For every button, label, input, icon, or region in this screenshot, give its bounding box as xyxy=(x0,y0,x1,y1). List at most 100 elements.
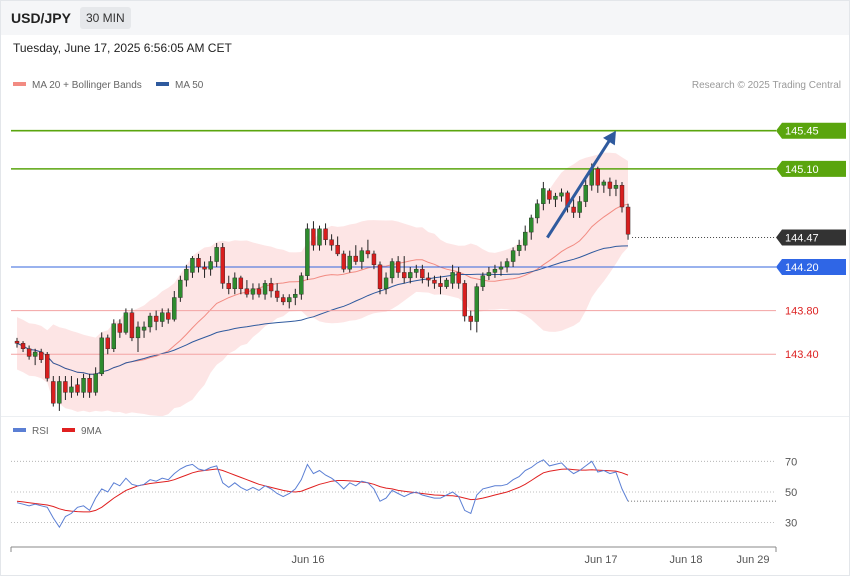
candle-body xyxy=(172,297,177,320)
candle-body xyxy=(365,250,371,255)
rsi-ref-label-50: 50 xyxy=(785,487,797,499)
candle-body xyxy=(274,290,280,298)
level-label-143-80: 143.80 xyxy=(785,306,819,318)
candle-body xyxy=(395,261,401,273)
level-box-145-45 xyxy=(776,122,846,139)
candle-body xyxy=(244,288,250,295)
candle-body xyxy=(510,250,516,262)
candle-body xyxy=(462,283,467,317)
moving-averages xyxy=(16,203,629,375)
candle-body xyxy=(26,348,32,357)
candle-body xyxy=(99,337,104,375)
level-label-145-10: 145.10 xyxy=(785,164,819,176)
candle-body xyxy=(504,261,510,268)
candle-body xyxy=(135,326,141,339)
candle-body xyxy=(553,195,558,200)
candle-body xyxy=(480,275,486,287)
candle-body xyxy=(383,277,389,289)
candle-body xyxy=(341,253,346,270)
legend-item-ma20: MA 20 + Bollinger Bands xyxy=(13,80,142,91)
candle-body xyxy=(202,266,207,270)
candle-body xyxy=(190,258,195,273)
candle-body xyxy=(625,206,631,235)
legend-label-ma50: MA 50 xyxy=(175,80,204,91)
candle-body xyxy=(389,261,395,279)
candle-body xyxy=(432,279,437,284)
legend-item-9ma: 9MA xyxy=(62,426,102,437)
projection-arrow-head xyxy=(603,130,616,146)
datetime-label: Tuesday, June 17, 2025 6:56:05 AM CET xyxy=(13,41,232,55)
level-box-144-20 xyxy=(776,258,846,275)
level-label-145-45: 145.45 xyxy=(785,126,819,138)
candle-body xyxy=(129,312,135,339)
candle-body xyxy=(468,315,473,322)
candle-body xyxy=(456,272,461,284)
timeframe-button[interactable]: 30 MIN xyxy=(80,7,131,29)
candle-body xyxy=(535,203,540,219)
candle-body xyxy=(238,277,244,289)
candle-body xyxy=(559,192,564,197)
candle-body xyxy=(414,268,419,273)
candle-body xyxy=(516,244,522,251)
candle-body xyxy=(498,266,504,270)
legend-swatch-rsi xyxy=(13,428,26,433)
candle-body xyxy=(93,373,98,393)
candle-body xyxy=(63,381,68,393)
candle-body xyxy=(256,288,262,295)
candle-body xyxy=(299,275,304,295)
candle-body xyxy=(486,272,492,276)
time-axis-label: Jun 17 xyxy=(584,554,617,566)
candle-body xyxy=(232,277,238,289)
candle-body xyxy=(208,261,213,270)
rsi-line xyxy=(16,459,629,529)
candle-body xyxy=(214,247,219,262)
candle-body xyxy=(166,312,171,320)
candle-body xyxy=(262,283,268,295)
time-axis: Jun 16 Jun 17 Jun 18 Jun 29 xyxy=(10,546,777,566)
legend-swatch-9ma xyxy=(62,428,75,433)
candle-body xyxy=(347,255,352,270)
candle-body xyxy=(14,340,20,344)
candle-body xyxy=(523,231,528,246)
candle-body xyxy=(123,312,129,333)
candle-body xyxy=(305,228,310,276)
candle-body xyxy=(159,312,165,322)
candle-body xyxy=(547,190,552,200)
candle-body xyxy=(220,247,225,284)
candle-body xyxy=(57,381,62,404)
candle-body xyxy=(444,279,449,287)
bollinger-band xyxy=(17,152,628,417)
candle-body xyxy=(353,255,358,262)
candle-body xyxy=(268,283,274,292)
candle-body xyxy=(32,351,38,357)
candle-body xyxy=(529,217,534,233)
bollinger-band-area xyxy=(17,152,628,417)
candle-body xyxy=(196,258,201,268)
copyright-label: Research © 2025 Trading Central xyxy=(691,80,841,91)
candle-body xyxy=(613,185,619,189)
candle-body xyxy=(45,354,50,379)
level-label-144-20: 144.20 xyxy=(785,262,819,274)
time-axis-label: Jun 29 xyxy=(736,554,769,566)
candle-body xyxy=(287,297,292,303)
candle-body xyxy=(402,272,407,279)
candle-body xyxy=(111,323,117,349)
candle-body xyxy=(371,253,377,266)
candle-body xyxy=(69,386,74,393)
candle-body xyxy=(541,188,546,204)
candle-body xyxy=(153,315,159,322)
symbol-label: USD/JPY xyxy=(11,10,71,26)
legend-item-rsi: RSI xyxy=(13,426,49,437)
candle-body xyxy=(51,381,56,404)
candle-body xyxy=(39,351,44,360)
candle-body xyxy=(250,288,256,295)
candle-body xyxy=(184,268,189,281)
candle-body xyxy=(577,201,582,213)
candle-body xyxy=(105,337,110,349)
candle-body xyxy=(87,378,92,393)
candle-body xyxy=(329,239,334,246)
candle-body xyxy=(377,264,383,289)
ma50-line xyxy=(16,245,629,375)
candle-body xyxy=(317,228,322,246)
candle-body xyxy=(335,244,340,255)
